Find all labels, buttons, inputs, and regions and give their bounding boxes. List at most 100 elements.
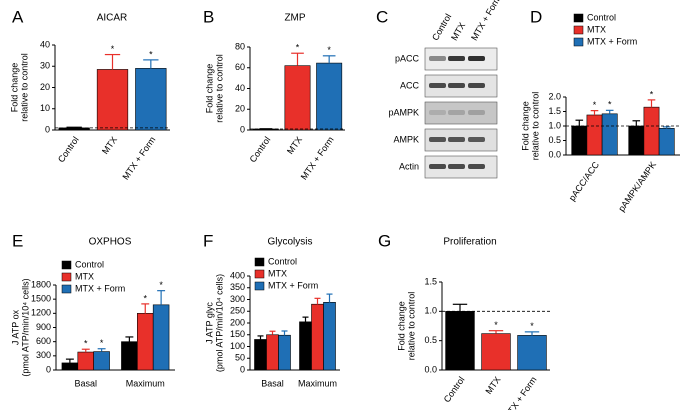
x-tick-label: MTX xyxy=(100,135,119,156)
blot-band xyxy=(468,110,485,115)
panel-letter: E xyxy=(12,231,23,250)
x-tick-label: MTX xyxy=(483,375,502,396)
y-tick-label: 300 xyxy=(36,350,51,360)
significance: * xyxy=(494,320,498,330)
legend-swatch xyxy=(254,281,265,291)
y-tick-label: 40 xyxy=(40,39,50,49)
significance: * xyxy=(327,45,331,55)
blot-band xyxy=(429,110,446,115)
bar xyxy=(266,334,279,371)
y-tick-label: 350 xyxy=(230,282,245,292)
bar xyxy=(254,339,267,371)
legend-swatch xyxy=(573,25,584,35)
y-tick-label: 0.5 xyxy=(424,335,437,345)
x-tick-label: Control xyxy=(248,135,273,165)
blot-row-label: pAMPK xyxy=(388,107,419,117)
y-tick-label: 0 xyxy=(240,364,245,374)
significance: * xyxy=(593,100,597,110)
panel-letter: C xyxy=(376,7,388,26)
chart-title: OXPHOS xyxy=(89,237,132,248)
legend-swatch xyxy=(61,284,72,294)
y-axis-label: (pmol ATP/min/10⁴ cells) xyxy=(20,278,30,376)
significance: * xyxy=(143,293,147,303)
significance: * xyxy=(159,280,163,290)
x-tick-label: pACC/ACC xyxy=(567,159,602,202)
y-tick-label: 150 xyxy=(230,329,245,339)
panel-letter: G xyxy=(378,231,391,250)
y-axis-label: Fold change xyxy=(9,63,19,113)
bar xyxy=(311,303,324,371)
y-axis-label: relative to control xyxy=(19,53,29,122)
bar xyxy=(628,125,645,156)
blot-row-label: ACC xyxy=(400,80,420,90)
y-tick-label: 0 xyxy=(240,124,245,134)
legend-label: MTX xyxy=(268,268,287,278)
blot-band xyxy=(448,83,465,88)
panel-letter: A xyxy=(12,7,24,26)
legend-swatch xyxy=(573,13,584,23)
bar xyxy=(121,341,138,371)
x-tick-label: Maximum xyxy=(126,378,165,388)
legend-label: Control xyxy=(587,12,616,22)
bar xyxy=(316,62,343,131)
bar xyxy=(93,351,110,371)
legend-swatch xyxy=(254,257,265,267)
y-tick-label: 1.0 xyxy=(548,120,561,130)
chart-title: Glycolysis xyxy=(267,237,312,248)
significance: * xyxy=(84,339,88,349)
legend-label: Control xyxy=(268,256,297,266)
y-tick-label: 20 xyxy=(235,104,245,114)
blot-band xyxy=(448,56,465,61)
legend-swatch xyxy=(61,272,72,282)
lane-label: MTX xyxy=(449,21,467,42)
y-tick-label: 2.0 xyxy=(548,91,561,101)
y-tick-label: 30 xyxy=(40,61,50,71)
legend-label: MTX + Form xyxy=(268,280,318,290)
bar xyxy=(643,106,660,156)
chart-title: Proliferation xyxy=(443,237,496,248)
bar xyxy=(61,362,79,371)
significance: * xyxy=(650,89,654,99)
blot-band xyxy=(429,137,446,142)
bar xyxy=(658,128,675,156)
bar xyxy=(77,351,94,371)
legend-label: MTX xyxy=(587,24,606,34)
bar xyxy=(601,113,618,156)
y-tick-label: 400 xyxy=(230,270,245,280)
y-axis-label: Fold change xyxy=(204,64,214,114)
y-tick-label: 1.5 xyxy=(424,276,437,286)
blot-row-label: AMPK xyxy=(393,134,419,144)
y-tick-label: 0.5 xyxy=(548,135,561,145)
x-tick-label: Basal xyxy=(74,378,97,388)
bar xyxy=(278,334,291,371)
bar xyxy=(58,127,90,131)
y-tick-label: 1.0 xyxy=(424,306,437,316)
x-tick-label: MTX + Form xyxy=(502,375,539,410)
legend-label: MTX + Form xyxy=(587,36,637,46)
legend-label: Control xyxy=(75,259,104,269)
y-axis-label: relative to control xyxy=(214,54,224,123)
y-tick-label: 900 xyxy=(36,322,51,332)
chart-title: AICAR xyxy=(97,13,128,24)
bar xyxy=(135,68,167,131)
chart-title: ZMP xyxy=(284,13,305,24)
y-tick-label: 40 xyxy=(235,83,245,93)
y-tick-label: 0.0 xyxy=(424,364,437,374)
legend-label: MTX + Form xyxy=(75,283,125,293)
y-tick-label: 60 xyxy=(235,62,245,72)
blot-band xyxy=(448,137,465,142)
y-axis-label: Fold change xyxy=(520,101,530,151)
y-tick-label: 600 xyxy=(36,336,51,346)
panel-letter: B xyxy=(203,7,214,26)
blot-row-label: pACC xyxy=(395,53,420,63)
y-tick-label: 0.0 xyxy=(548,149,561,159)
legend-swatch xyxy=(61,260,72,270)
bar xyxy=(481,333,511,371)
x-tick-label: Control xyxy=(442,375,467,405)
x-tick-label: MTX xyxy=(285,135,304,156)
y-tick-label: 100 xyxy=(230,341,245,351)
y-tick-label: 1200 xyxy=(31,308,51,318)
significance: * xyxy=(100,338,104,348)
bar xyxy=(284,65,311,131)
significance: * xyxy=(530,321,534,331)
